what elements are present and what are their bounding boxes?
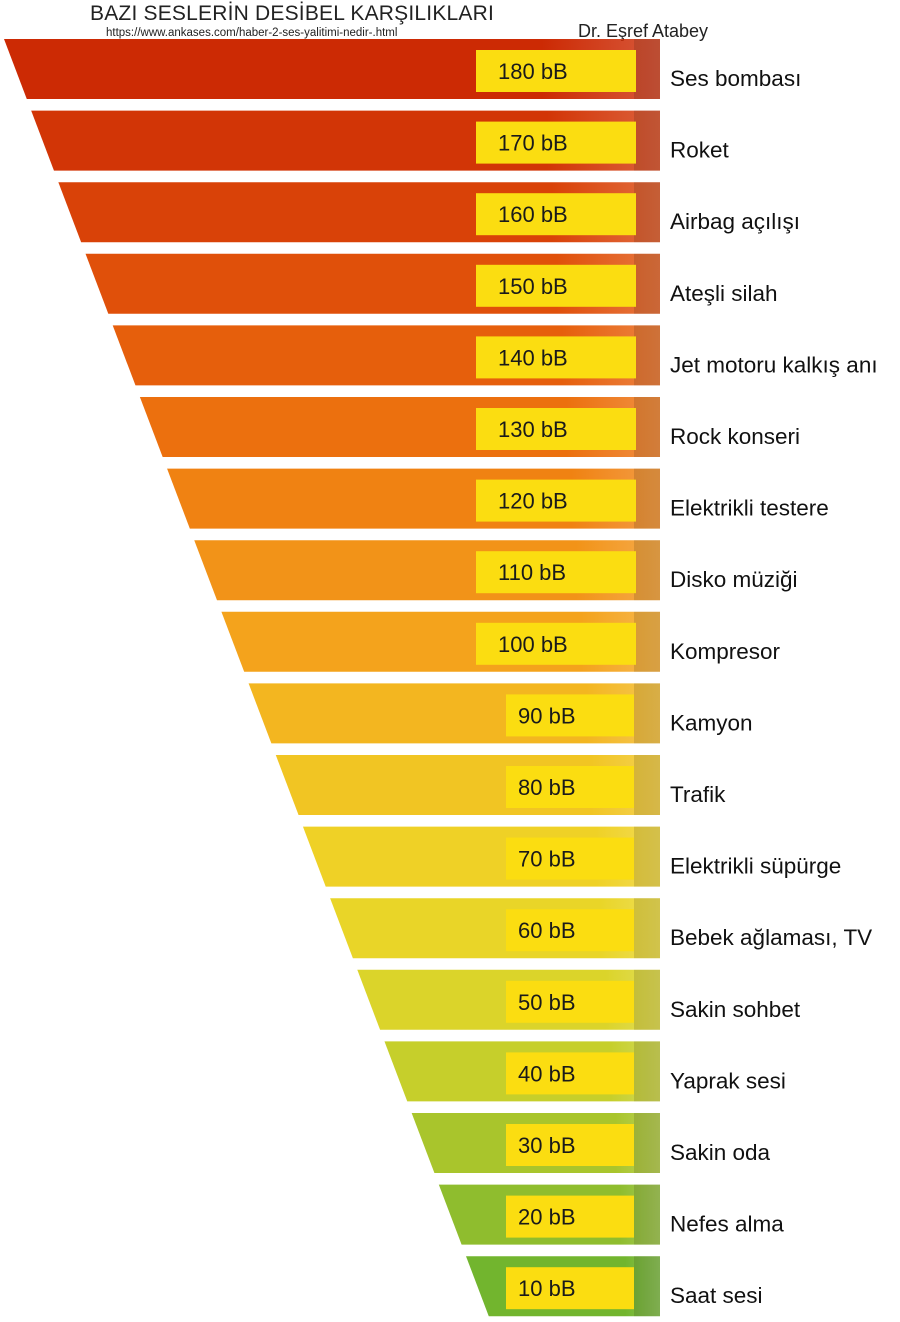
- value-label-box: [476, 479, 636, 522]
- funnel-bar-shade: [634, 611, 660, 672]
- category-label: Roket: [670, 138, 730, 163]
- funnel-bar-shade: [634, 182, 660, 243]
- value-label: 100 bB: [498, 632, 568, 657]
- value-label-box: [506, 694, 634, 737]
- value-label-box: [506, 1052, 634, 1095]
- category-label: Jet motoru kalkış anı: [670, 352, 878, 377]
- funnel-bar-shade: [634, 755, 660, 815]
- category-label: Kompresor: [670, 639, 781, 664]
- funnel-bar-shade: [634, 39, 660, 99]
- value-label-box: [506, 766, 634, 808]
- value-label-box: [476, 121, 636, 164]
- value-label-box: [476, 408, 636, 450]
- category-label: Kamyon: [670, 710, 753, 735]
- funnel-bar-shade: [634, 253, 660, 314]
- value-label-box: [476, 551, 636, 594]
- value-label-box: [506, 1195, 634, 1238]
- value-label: 60 bB: [518, 918, 576, 943]
- author-name: Dr. Eşref Atabey: [578, 21, 709, 41]
- value-label: 180 bB: [498, 59, 568, 84]
- category-label: Disko müziği: [670, 567, 798, 592]
- value-label-box: [506, 980, 634, 1023]
- category-label: Sakin oda: [670, 1140, 771, 1165]
- source-url: https://www.ankases.com/haber-2-ses-yali…: [106, 27, 398, 39]
- funnel-bar-shade: [634, 1041, 660, 1102]
- category-label: Yaprak sesi: [670, 1068, 786, 1093]
- category-label: Saat sesi: [670, 1283, 763, 1308]
- funnel-bar-shade: [634, 1184, 660, 1245]
- category-label: Rock konseri: [670, 424, 800, 449]
- value-label: 170 bB: [498, 131, 568, 156]
- value-label: 40 bB: [518, 1061, 576, 1086]
- funnel-bar-shade: [634, 1113, 660, 1173]
- category-label: Ateşli silah: [670, 281, 778, 306]
- value-label: 120 bB: [498, 489, 568, 514]
- value-label: 20 bB: [518, 1205, 576, 1230]
- category-label: Ses bombası: [670, 66, 801, 91]
- category-label: Sakin sohbet: [670, 997, 801, 1022]
- funnel-bar-shade: [634, 826, 660, 887]
- value-label: 90 bB: [518, 703, 576, 728]
- value-label-box: [506, 1124, 634, 1166]
- value-label-box: [506, 909, 634, 952]
- category-label: Bebek ağlaması, TV: [670, 925, 872, 950]
- value-label-box: [476, 336, 636, 379]
- value-label-box: [506, 837, 634, 880]
- funnel-bar-shade: [634, 397, 660, 457]
- value-label: 150 bB: [498, 274, 568, 299]
- funnel-bar-shade: [634, 969, 660, 1030]
- funnel-bar-shade: [634, 325, 660, 386]
- funnel-bar-shade: [634, 468, 660, 529]
- funnel-bar-shade: [634, 898, 660, 959]
- funnel-bar-shade: [634, 1256, 660, 1317]
- category-label: Nefes alma: [670, 1212, 784, 1237]
- category-label: Trafik: [670, 782, 726, 807]
- value-label: 110 bB: [498, 560, 566, 585]
- value-label-box: [476, 50, 636, 92]
- value-label: 70 bB: [518, 847, 576, 872]
- value-label: 30 bB: [518, 1133, 576, 1158]
- funnel-bar-shade: [634, 683, 660, 744]
- value-label-box: [506, 1267, 634, 1310]
- value-label-box: [476, 193, 636, 236]
- funnel-bar-shade: [634, 110, 660, 171]
- category-label: Elektrikli süpürge: [670, 854, 841, 879]
- value-label: 10 bB: [518, 1276, 576, 1301]
- category-label: Airbag açılışı: [670, 209, 800, 234]
- value-label: 160 bB: [498, 202, 568, 227]
- chart-title: BAZI SESLERİN DESİBEL KARŞILIKLARI: [90, 2, 495, 25]
- category-label: Elektrikli testere: [670, 496, 829, 521]
- value-label-box: [476, 264, 636, 307]
- value-label: 80 bB: [518, 775, 576, 800]
- value-label: 140 bB: [498, 345, 568, 370]
- value-label: 130 bB: [498, 417, 568, 442]
- value-label: 50 bB: [518, 990, 576, 1015]
- funnel-bar-shade: [634, 540, 660, 601]
- value-label-box: [476, 622, 636, 665]
